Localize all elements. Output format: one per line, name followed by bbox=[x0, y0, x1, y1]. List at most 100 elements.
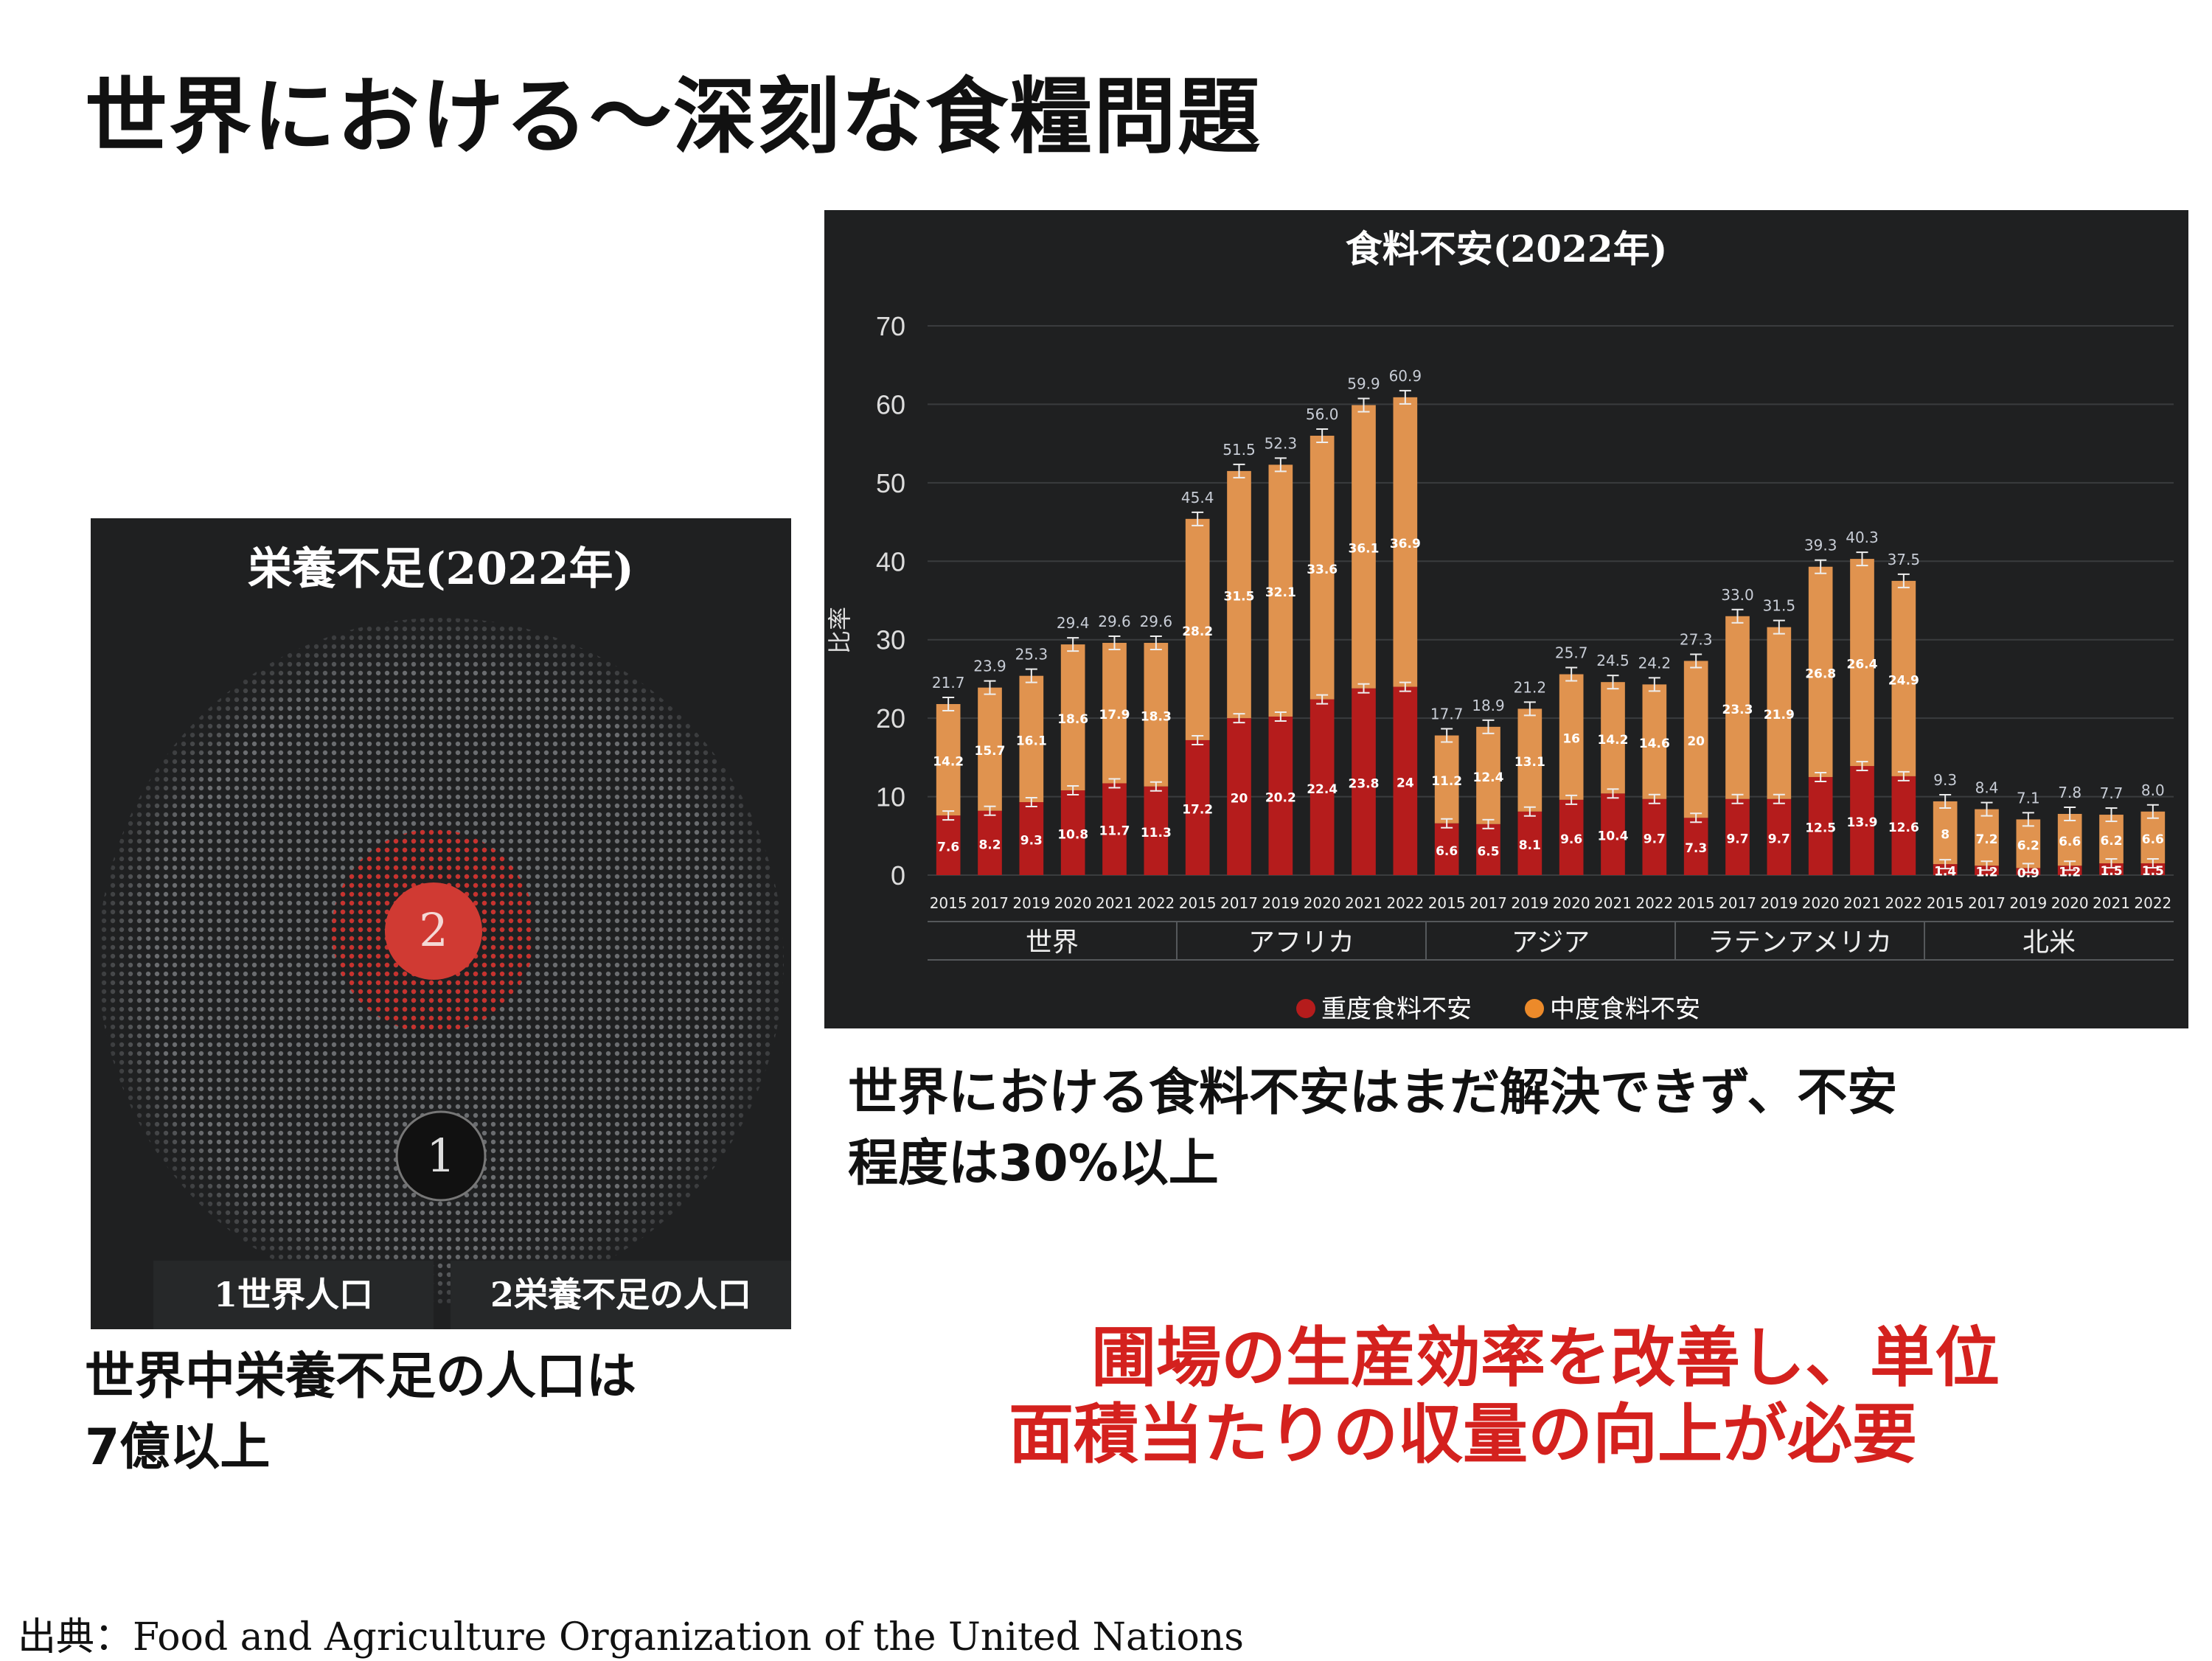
bar-moderate bbox=[1933, 801, 1958, 865]
bar-severe bbox=[1144, 786, 1169, 875]
bar-moderate bbox=[1476, 726, 1500, 824]
bar-moderate bbox=[1559, 674, 1584, 800]
x-tick-label: 2020 bbox=[1304, 894, 1341, 912]
food-insecurity-panel: 食料不安(2022年) 0 10 20 30 40 50 60 70 比率 7.6 14.2 21.7 2… bbox=[824, 210, 2188, 1028]
x-tick-label: 2022 bbox=[1137, 894, 1175, 912]
legend-marker-severe bbox=[1296, 999, 1315, 1018]
moderate-data-label: 6.2 bbox=[2100, 834, 2122, 849]
total-data-label: 8.4 bbox=[1975, 779, 1999, 797]
x-tick-label: 2017 bbox=[1220, 894, 1258, 912]
bar-severe bbox=[1683, 818, 1708, 875]
severe-data-label: 13.9 bbox=[1847, 815, 1878, 830]
total-data-label: 27.3 bbox=[1680, 630, 1713, 648]
y-tick-label: 40 bbox=[876, 546, 905, 577]
bar-severe bbox=[1227, 718, 1251, 875]
x-tick-label: 2020 bbox=[1802, 894, 1840, 912]
key-message: 圃場の生産効率を改善し、単位 面積当たりの収量の向上が必要 bbox=[1009, 1320, 2183, 1473]
bar-moderate bbox=[2140, 811, 2166, 864]
x-tick-label: 2019 bbox=[1511, 894, 1548, 912]
legend-label-moderate: 中度食料不安 bbox=[1550, 995, 1700, 1024]
bar-moderate bbox=[2016, 819, 2041, 868]
bar-severe bbox=[1559, 799, 1584, 875]
bar-moderate bbox=[1683, 661, 1708, 818]
bar-severe bbox=[1060, 790, 1085, 875]
severe-data-label: 24 bbox=[1397, 776, 1414, 790]
bar-severe bbox=[1808, 776, 1833, 875]
severe-data-label: 20.2 bbox=[1265, 791, 1296, 806]
bar-severe bbox=[978, 810, 1002, 875]
x-tick-label: 2020 bbox=[2051, 894, 2089, 912]
x-tick-label: 2019 bbox=[1262, 894, 1299, 912]
moderate-data-label: 12.4 bbox=[1473, 770, 1504, 785]
moderate-data-label: 17.9 bbox=[1099, 708, 1130, 722]
moderate-data-label: 6.2 bbox=[2017, 838, 2039, 853]
legend-undernourished-population: 2栄養不足の人口 bbox=[451, 1261, 791, 1329]
moderate-data-label: 36.9 bbox=[1390, 537, 1421, 551]
source-citation: 出典：Food and Agriculture Organization of … bbox=[18, 1615, 1244, 1660]
severe-data-label: 0.9 bbox=[2017, 866, 2039, 881]
bar-severe bbox=[1268, 717, 1293, 875]
moderate-data-label: 6.6 bbox=[2059, 835, 2081, 849]
bar-moderate bbox=[1725, 616, 1750, 799]
severe-data-label: 9.6 bbox=[1560, 832, 1582, 847]
bar-moderate bbox=[1227, 470, 1251, 719]
y-axis-label: 比率 bbox=[826, 607, 854, 654]
moderate-data-label: 26.8 bbox=[1805, 666, 1836, 681]
x-tick-label: 2022 bbox=[1885, 894, 1922, 912]
severe-data-label: 17.2 bbox=[1182, 802, 1213, 817]
bar-severe bbox=[1725, 798, 1750, 875]
total-data-label: 25.7 bbox=[1555, 644, 1588, 662]
severe-data-label: 20 bbox=[1231, 792, 1248, 807]
total-data-label: 7.8 bbox=[2058, 784, 2081, 801]
severe-data-label: 9.3 bbox=[1020, 834, 1043, 849]
undernourishment-title: 栄養不足(2022年) bbox=[248, 543, 634, 595]
total-data-label: 56.0 bbox=[1306, 405, 1339, 423]
message-line: 圃場の生産効率を改善し、単位 bbox=[1091, 1320, 2000, 1396]
severe-data-label: 11.3 bbox=[1141, 826, 1172, 840]
x-tick-label: 2022 bbox=[1635, 894, 1673, 912]
severe-data-label: 6.5 bbox=[1477, 844, 1499, 859]
total-data-label: 21.7 bbox=[932, 674, 965, 692]
bar-severe bbox=[936, 815, 961, 875]
severe-data-label: 23.8 bbox=[1349, 776, 1380, 791]
severe-data-label: 1.2 bbox=[2059, 866, 2081, 880]
moderate-data-label: 13.1 bbox=[1514, 755, 1545, 770]
total-data-label: 51.5 bbox=[1222, 441, 1256, 459]
moderate-data-label: 15.7 bbox=[975, 744, 1006, 759]
bar-severe bbox=[1933, 864, 1958, 875]
y-tick-label: 20 bbox=[876, 703, 905, 734]
bar-moderate bbox=[1808, 566, 1833, 777]
severe-data-label: 9.7 bbox=[1726, 832, 1748, 846]
legend-marker-moderate bbox=[1525, 999, 1544, 1018]
bar-severe bbox=[2140, 863, 2166, 875]
bar-moderate bbox=[1185, 518, 1210, 740]
marker-world bbox=[395, 1110, 487, 1202]
severe-data-label: 1.5 bbox=[2100, 864, 2122, 879]
total-data-label: 7.1 bbox=[2017, 789, 2040, 807]
severe-data-label: 10.8 bbox=[1057, 828, 1088, 843]
bar-severe bbox=[1102, 783, 1127, 875]
group-label: アジア bbox=[1512, 927, 1590, 958]
group-label: 世界 bbox=[1026, 927, 1079, 958]
y-tick-label: 10 bbox=[876, 782, 905, 812]
total-data-label: 29.4 bbox=[1057, 614, 1090, 632]
total-data-label: 59.9 bbox=[1347, 375, 1380, 392]
bar-severe bbox=[1019, 802, 1044, 875]
y-tick-label: 30 bbox=[876, 625, 905, 655]
bar-moderate bbox=[1019, 675, 1044, 803]
moderate-data-label: 36.1 bbox=[1349, 542, 1380, 557]
total-data-label: 29.6 bbox=[1140, 613, 1173, 630]
y-tick-label: 50 bbox=[876, 468, 905, 498]
y-tick-label: 60 bbox=[876, 389, 905, 419]
bar-severe bbox=[1642, 798, 1667, 875]
moderate-data-label: 14.2 bbox=[1598, 733, 1629, 748]
x-tick-label: 2021 bbox=[1594, 894, 1632, 912]
legend-world-population: 1世界人口 bbox=[153, 1261, 434, 1329]
x-tick-label: 2021 bbox=[2093, 894, 2130, 912]
moderate-data-label: 32.1 bbox=[1265, 585, 1296, 600]
bar-moderate bbox=[1144, 642, 1169, 787]
total-data-label: 52.3 bbox=[1265, 434, 1298, 452]
moderate-data-label: 31.5 bbox=[1224, 590, 1255, 605]
moderate-data-label: 18.6 bbox=[1057, 712, 1088, 727]
